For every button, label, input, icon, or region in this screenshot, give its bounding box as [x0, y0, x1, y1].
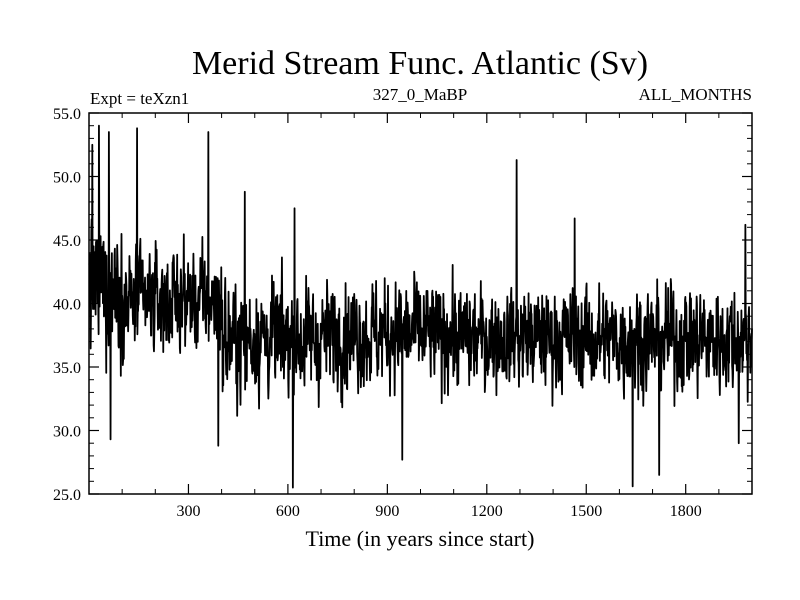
y-tick-label: 25.0	[53, 487, 81, 504]
data-series-line	[88, 124, 753, 489]
y-axis: 25.0 30.0 35.0 40.0 45.0 50.0 55.0	[53, 106, 752, 504]
x-tick-label: 300	[176, 503, 200, 520]
period-label: 327_0_MaBP	[373, 85, 467, 104]
y-tick-label: 35.0	[53, 360, 81, 377]
chart-title: Merid Stream Func. Atlantic (Sv)	[192, 45, 648, 82]
y-tick-label: 45.0	[53, 233, 81, 250]
x-tick-label: 1800	[670, 503, 702, 520]
plot-frame	[88, 112, 753, 495]
y-tick-label: 50.0	[53, 170, 81, 187]
experiment-label: Expt = teXzn1	[90, 89, 189, 108]
x-tick-label: 600	[276, 503, 300, 520]
x-axis: 300 600 900 1200 1500 1800	[121, 113, 720, 520]
x-tick-label: 1500	[570, 503, 602, 520]
y-tick-label: 55.0	[53, 106, 81, 123]
x-tick-label: 900	[375, 503, 399, 520]
x-tick-label: 1200	[471, 503, 503, 520]
months-label: ALL_MONTHS	[639, 85, 752, 104]
y-tick-label: 40.0	[53, 297, 81, 314]
x-axis-label: Time (in years since start)	[306, 526, 535, 551]
y-tick-label: 30.0	[53, 424, 81, 441]
